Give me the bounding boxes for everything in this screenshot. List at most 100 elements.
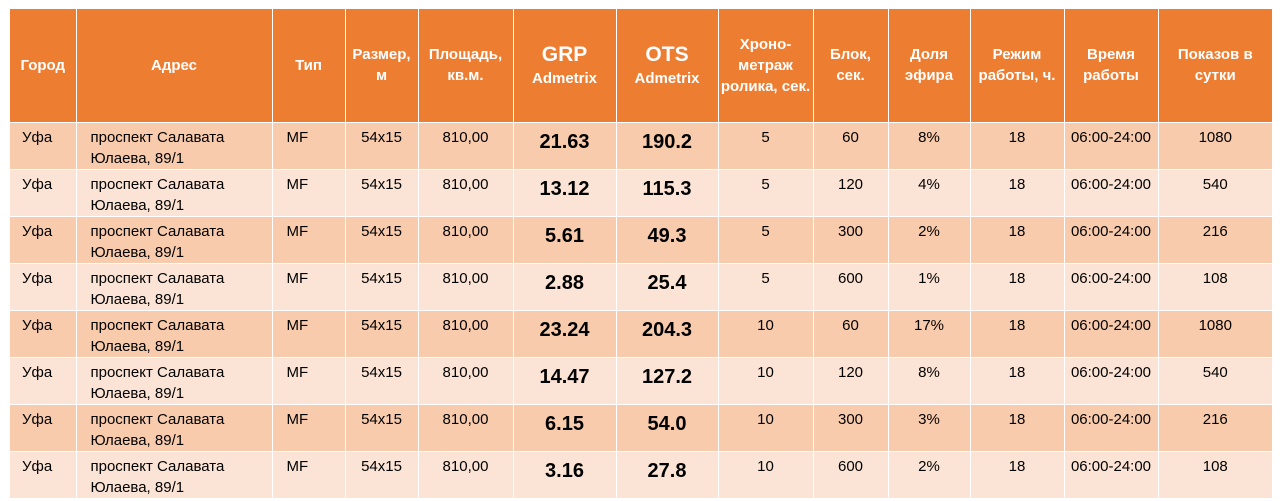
cell-city: Уфа: [10, 216, 77, 264]
cell-address: проспект Салавата Юлаева, 89/1: [76, 263, 273, 311]
cell-shows: 540: [1158, 169, 1272, 217]
header-address: Адрес: [76, 9, 273, 123]
table-row: Уфа проспект Салавата Юлаева, 89/1 MF 54x15…: [10, 169, 1272, 217]
cell-type: MF: [272, 169, 346, 217]
cell-address: проспект Салавата Юлаева, 89/1: [76, 451, 273, 499]
cell-size: 54x15: [345, 169, 419, 217]
cell-duration: 10: [718, 357, 814, 405]
cell-size: 54x15: [345, 122, 419, 170]
cell-area: 810,00: [418, 169, 514, 217]
cell-hours: 06:00-24:00: [1064, 263, 1159, 311]
cell-grp: 14.47: [513, 357, 617, 405]
table-row: Уфа проспект Салавата Юлаева, 89/1 MF 54x15…: [10, 216, 1272, 264]
cell-share: 8%: [888, 357, 971, 405]
cell-share: 2%: [888, 216, 971, 264]
table-container: Город Адрес Тип Размер, м Площадь, кв.м.…: [10, 9, 1272, 499]
cell-city: Уфа: [10, 310, 77, 358]
cell-city: Уфа: [10, 357, 77, 405]
cell-area: 810,00: [418, 216, 514, 264]
cell-hours: 06:00-24:00: [1064, 122, 1159, 170]
header-block: Блок, сек.: [813, 9, 889, 123]
cell-ots: 127.2: [616, 357, 719, 405]
cell-size: 54x15: [345, 263, 419, 311]
cell-city: Уфа: [10, 451, 77, 499]
cell-grp: 21.63: [513, 122, 617, 170]
cell-mode: 18: [970, 310, 1065, 358]
cell-grp: 5.61: [513, 216, 617, 264]
cell-share: 8%: [888, 122, 971, 170]
cell-ots: 49.3: [616, 216, 719, 264]
cell-hours: 06:00-24:00: [1064, 169, 1159, 217]
header-city: Город: [10, 9, 77, 123]
cell-shows: 540: [1158, 357, 1272, 405]
cell-mode: 18: [970, 216, 1065, 264]
cell-city: Уфа: [10, 169, 77, 217]
cell-shows: 216: [1158, 404, 1272, 452]
cell-address: проспект Салавата Юлаева, 89/1: [76, 310, 273, 358]
cell-shows: 1080: [1158, 122, 1272, 170]
cell-hours: 06:00-24:00: [1064, 404, 1159, 452]
header-mode: Режим работы, ч.: [970, 9, 1065, 123]
cell-mode: 18: [970, 451, 1065, 499]
table-row: Уфа проспект Салавата Юлаева, 89/1 MF 54x15…: [10, 451, 1272, 499]
cell-hours: 06:00-24:00: [1064, 451, 1159, 499]
table-row: Уфа проспект Салавата Юлаева, 89/1 MF 54x15…: [10, 310, 1272, 358]
cell-size: 54x15: [345, 310, 419, 358]
cell-duration: 5: [718, 169, 814, 217]
header-hours: Время работы: [1064, 9, 1159, 123]
cell-area: 810,00: [418, 404, 514, 452]
table-body: Уфа проспект Салавата Юлаева, 89/1 MF 54x15…: [10, 122, 1272, 499]
cell-hours: 06:00-24:00: [1064, 357, 1159, 405]
header-duration: Хроно-метраж ролика, сек.: [718, 9, 814, 123]
cell-type: MF: [272, 122, 346, 170]
cell-city: Уфа: [10, 122, 77, 170]
cell-block: 60: [813, 310, 889, 358]
cell-share: 1%: [888, 263, 971, 311]
header-grp-title: GRP: [541, 42, 588, 66]
cell-type: MF: [272, 404, 346, 452]
cell-city: Уфа: [10, 404, 77, 452]
cell-mode: 18: [970, 263, 1065, 311]
cell-type: MF: [272, 451, 346, 499]
cell-address: проспект Салавата Юлаева, 89/1: [76, 357, 273, 405]
cell-size: 54x15: [345, 404, 419, 452]
cell-ots: 204.3: [616, 310, 719, 358]
cell-area: 810,00: [418, 451, 514, 499]
cell-ots: 115.3: [616, 169, 719, 217]
cell-block: 120: [813, 357, 889, 405]
header-grp-sub: Admetrix: [531, 69, 598, 87]
header-grp: GRP Admetrix: [513, 9, 617, 123]
cell-address: проспект Салавата Юлаева, 89/1: [76, 404, 273, 452]
header-ots-sub: Admetrix: [634, 69, 700, 87]
header-row: Город Адрес Тип Размер, м Площадь, кв.м.…: [10, 9, 1272, 123]
cell-duration: 10: [718, 451, 814, 499]
cell-size: 54x15: [345, 357, 419, 405]
cell-share: 17%: [888, 310, 971, 358]
cell-block: 60: [813, 122, 889, 170]
cell-type: MF: [272, 357, 346, 405]
table-row: Уфа проспект Салавата Юлаева, 89/1 MF 54x15…: [10, 357, 1272, 405]
cell-grp: 23.24: [513, 310, 617, 358]
cell-duration: 10: [718, 404, 814, 452]
cell-type: MF: [272, 216, 346, 264]
cell-hours: 06:00-24:00: [1064, 216, 1159, 264]
cell-address: проспект Салавата Юлаева, 89/1: [76, 122, 273, 170]
cell-block: 300: [813, 216, 889, 264]
cell-shows: 216: [1158, 216, 1272, 264]
cell-type: MF: [272, 310, 346, 358]
cell-area: 810,00: [418, 263, 514, 311]
cell-duration: 5: [718, 122, 814, 170]
cell-block: 300: [813, 404, 889, 452]
header-ots: OTS Admetrix: [616, 9, 719, 123]
cell-duration: 5: [718, 216, 814, 264]
cell-block: 120: [813, 169, 889, 217]
cell-address: проспект Салавата Юлаева, 89/1: [76, 169, 273, 217]
cell-grp: 6.15: [513, 404, 617, 452]
cell-ots: 27.8: [616, 451, 719, 499]
cell-mode: 18: [970, 357, 1065, 405]
cell-grp: 2.88: [513, 263, 617, 311]
cell-block: 600: [813, 451, 889, 499]
cell-block: 600: [813, 263, 889, 311]
cell-city: Уфа: [10, 263, 77, 311]
cell-mode: 18: [970, 169, 1065, 217]
